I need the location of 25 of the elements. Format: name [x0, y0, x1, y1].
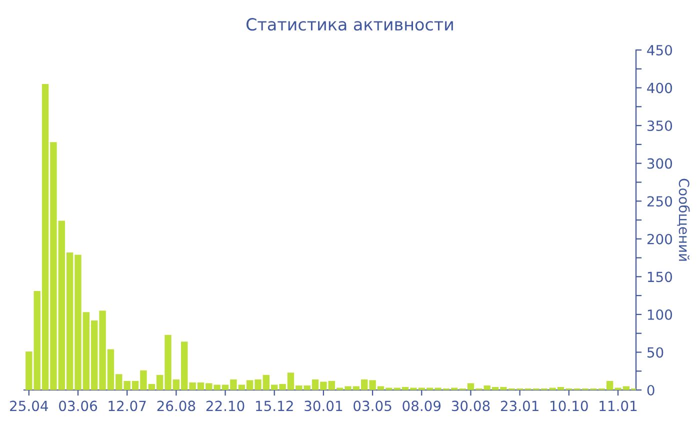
x-tick-label: 12.07 — [108, 400, 146, 412]
y-tick-label: 150 — [648, 272, 672, 282]
y-tick-label: 0 — [647, 384, 654, 396]
y-tick-label: 200 — [647, 234, 672, 244]
x-tick-label: 03.05 — [354, 400, 392, 412]
chart-title: Статистика активности — [246, 18, 453, 31]
x-tick-label: 30.01 — [304, 400, 342, 412]
x-tick-label: 03.06 — [59, 400, 98, 412]
x-tick-label: 30.08 — [452, 400, 490, 412]
y-tick-label: 100 — [648, 309, 672, 320]
x-tick-label: 23.01 — [500, 400, 538, 412]
y-tick-label: 50 — [647, 347, 664, 358]
x-tick-label: 11.01 — [600, 400, 637, 412]
y-tick-label: 350 — [647, 120, 672, 132]
x-tick-label: 15.12 — [256, 400, 293, 412]
y-axis-title: Сообщений — [677, 178, 690, 261]
x-tick-label: 10.10 — [550, 400, 588, 412]
y-tick-label: 250 — [647, 196, 672, 207]
x-tick-label: 22.10 — [206, 400, 244, 412]
y-tick-label: 400 — [647, 82, 672, 94]
x-tick-label: 25.04 — [10, 400, 48, 412]
x-tick-label: 08.09 — [402, 400, 441, 412]
y-tick-label: 450 — [647, 44, 672, 56]
y-tick-label: 300 — [647, 158, 672, 169]
x-tick-label: 26.08 — [157, 400, 196, 412]
